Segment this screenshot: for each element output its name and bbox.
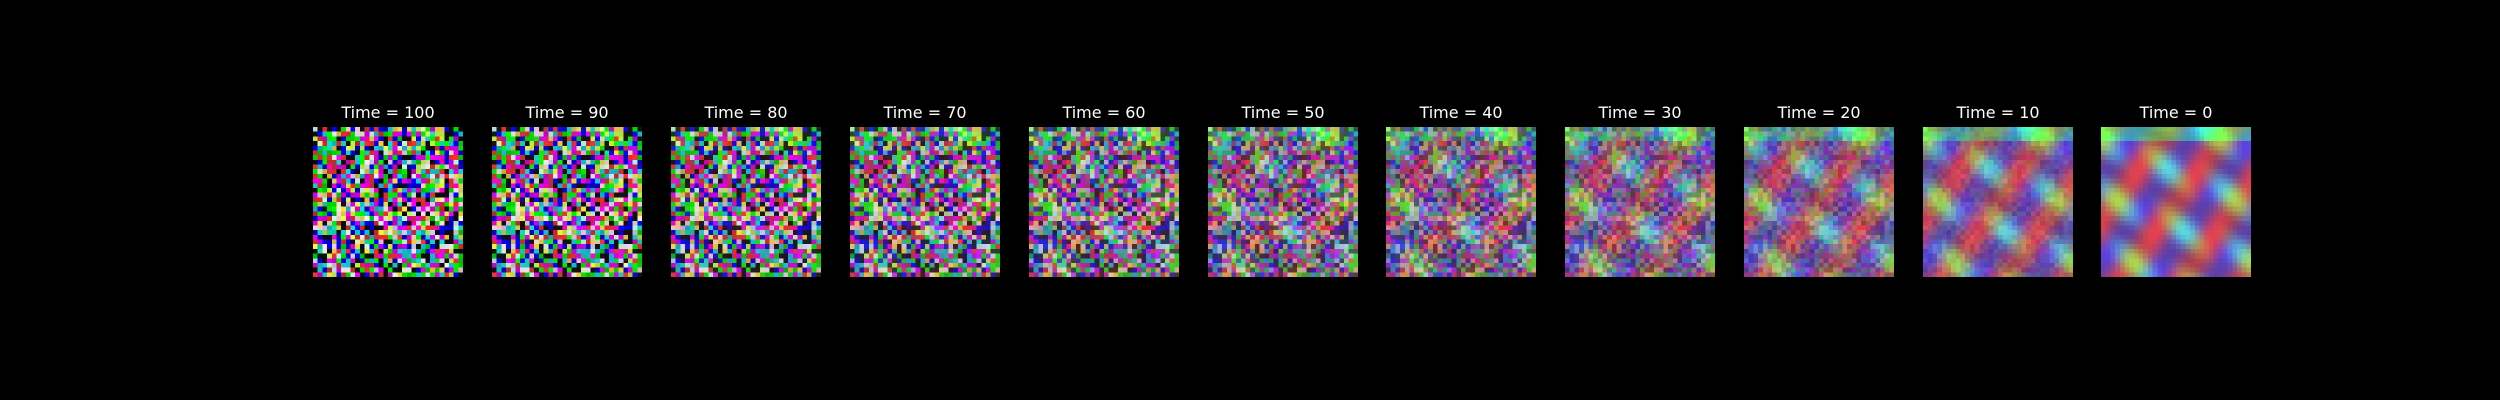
panel-title: Time = 70 [883, 103, 967, 122]
panel-title: Time = 40 [1419, 103, 1503, 122]
panel-title: Time = 10 [1956, 103, 2040, 122]
noisy-image [1208, 127, 1358, 277]
noisy-image [313, 127, 463, 277]
panel-title: Time = 20 [1777, 103, 1861, 122]
panel-title: Time = 50 [1241, 103, 1325, 122]
noisy-image [1565, 127, 1715, 277]
noisy-image [492, 127, 642, 277]
noisy-image [1029, 127, 1179, 277]
noisy-image [1923, 127, 2073, 277]
denoised-image [2101, 127, 2251, 277]
noisy-image [1386, 127, 1536, 277]
noisy-image [1744, 127, 1894, 277]
panel-title: Time = 60 [1062, 103, 1146, 122]
noisy-image [671, 127, 821, 277]
panel-title: Time = 100 [341, 103, 435, 122]
panel-title: Time = 0 [2139, 103, 2213, 122]
panel-title: Time = 80 [704, 103, 788, 122]
panel-title: Time = 30 [1598, 103, 1682, 122]
noisy-image [850, 127, 1000, 277]
panel-title: Time = 90 [525, 103, 609, 122]
